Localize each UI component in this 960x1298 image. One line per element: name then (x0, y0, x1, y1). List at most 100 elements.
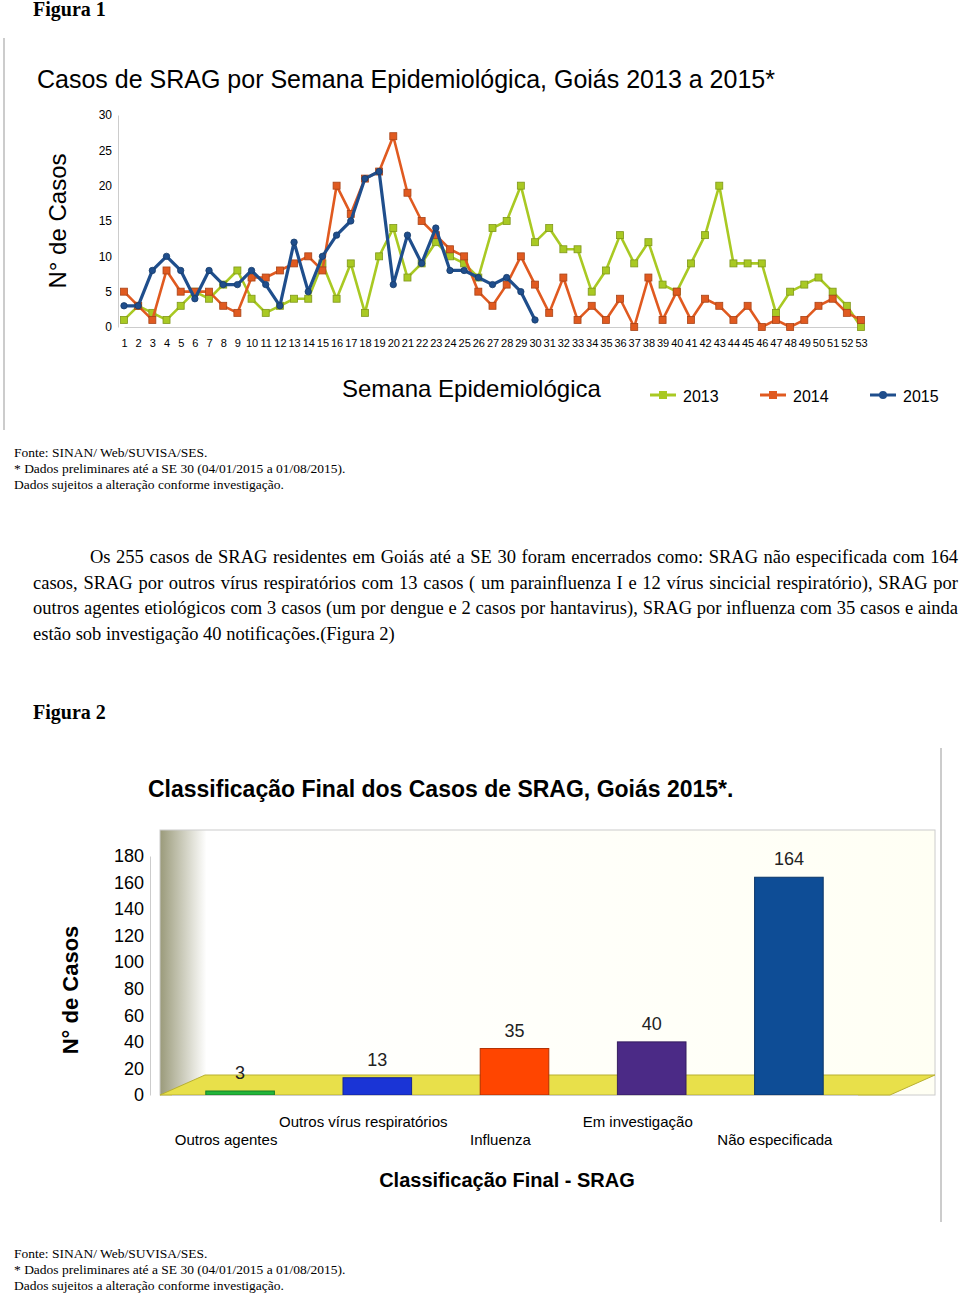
data-point (248, 295, 255, 302)
tick: 28 (501, 327, 513, 349)
x-axis: Outros agentesOutros vírus respiratórios… (172, 1095, 858, 1148)
tick: Em investigação (583, 1095, 693, 1130)
tick: 39 (657, 327, 669, 349)
tick: 4 (164, 327, 170, 349)
tick: 13 (288, 327, 300, 349)
data-point (333, 232, 339, 238)
tick: 36 (614, 327, 626, 349)
tick: 15 (317, 327, 329, 349)
tick: 180 (114, 846, 150, 866)
data-point (305, 295, 312, 302)
tick: 40 (671, 327, 683, 349)
tick-label: Não especificada (717, 1131, 833, 1148)
tick: 5 (105, 285, 118, 299)
tick: 10 (246, 327, 258, 349)
data-point (262, 309, 269, 316)
data-point (602, 267, 609, 274)
data-point (772, 309, 779, 316)
data-label: 3 (235, 1063, 245, 1083)
tick: 120 (114, 926, 150, 946)
tick: 10 (99, 250, 118, 264)
data-point (787, 324, 794, 331)
legend-marker (879, 391, 887, 399)
paragraph: Os 255 casos de SRAG residentes em Goiás… (33, 545, 958, 647)
data-point (248, 267, 254, 273)
tick-label: 25 (459, 337, 471, 349)
tick: 20 (99, 179, 118, 193)
data-point (560, 274, 567, 281)
frame-line (3, 38, 5, 430)
data-point (829, 288, 836, 295)
tick-label: 6 (192, 337, 198, 349)
tick-label: 44 (728, 337, 740, 349)
series-line (124, 172, 535, 320)
y-axis: 020406080100120140160180 (114, 846, 151, 1105)
tick-label: 20 (99, 179, 113, 193)
tick-label: 53 (855, 337, 867, 349)
data-point (446, 246, 453, 253)
data-point (291, 239, 297, 245)
tick-label: 80 (124, 979, 144, 999)
tick-label: 3 (150, 337, 156, 349)
data-point (858, 324, 865, 331)
tick-label: 120 (114, 926, 144, 946)
data-label: 35 (504, 1021, 524, 1041)
tick-label: 30 (99, 108, 113, 122)
data-point (518, 288, 524, 294)
data-point (588, 302, 595, 309)
bar (480, 1049, 549, 1095)
data-point (121, 316, 128, 323)
data-label: 164 (774, 849, 804, 869)
data-point (291, 295, 298, 302)
data-point (333, 295, 340, 302)
data-point (617, 232, 624, 239)
data-point (475, 274, 482, 281)
tick: 47 (770, 327, 782, 349)
data-point (858, 316, 865, 323)
tick: 160 (114, 873, 150, 893)
tick-label: 34 (586, 337, 598, 349)
tick-label: 20 (388, 337, 400, 349)
tick: 6 (192, 327, 198, 349)
tick-label: 14 (303, 337, 315, 349)
data-point (447, 267, 453, 273)
tick: 43 (714, 327, 726, 349)
data-point (730, 260, 737, 267)
data-point (348, 218, 354, 224)
data-point (135, 302, 142, 309)
tick-label: 31 (544, 337, 556, 349)
axis-title: Semana Epidemiológica (342, 375, 601, 402)
tick: 11 (261, 327, 272, 349)
tick-label: 30 (529, 337, 541, 349)
tick: 14 (303, 327, 315, 349)
tick: 50 (813, 327, 825, 349)
data-point (560, 246, 567, 253)
data-point (503, 218, 510, 225)
tick-label: 20 (124, 1059, 144, 1079)
data-point (645, 239, 652, 246)
legend-marker (769, 391, 777, 399)
axis-line (172, 1095, 858, 1096)
data-point (475, 274, 481, 280)
tick: 1 (121, 327, 127, 349)
tick: 8 (221, 327, 227, 349)
tick-label: 160 (114, 873, 144, 893)
data-point (418, 218, 425, 225)
tick: 20 (388, 327, 400, 349)
data-point (361, 175, 368, 182)
tick-label: 4 (164, 337, 170, 349)
data-label: 40 (642, 1014, 662, 1034)
data-point (149, 316, 156, 323)
tick: 31 (544, 327, 556, 349)
data-point (687, 316, 694, 323)
tick: 25 (459, 327, 471, 349)
tick-label: 1 (121, 337, 127, 349)
data-point (263, 281, 269, 287)
x-axis: 1234567891011121314151617181920212223242… (121, 327, 867, 349)
tick: 52 (841, 327, 853, 349)
data-point (163, 316, 170, 323)
tick-label: Em investigação (583, 1113, 693, 1130)
legend-label: 2014 (793, 388, 829, 405)
tick-label: 24 (444, 337, 456, 349)
data-point (843, 309, 850, 316)
